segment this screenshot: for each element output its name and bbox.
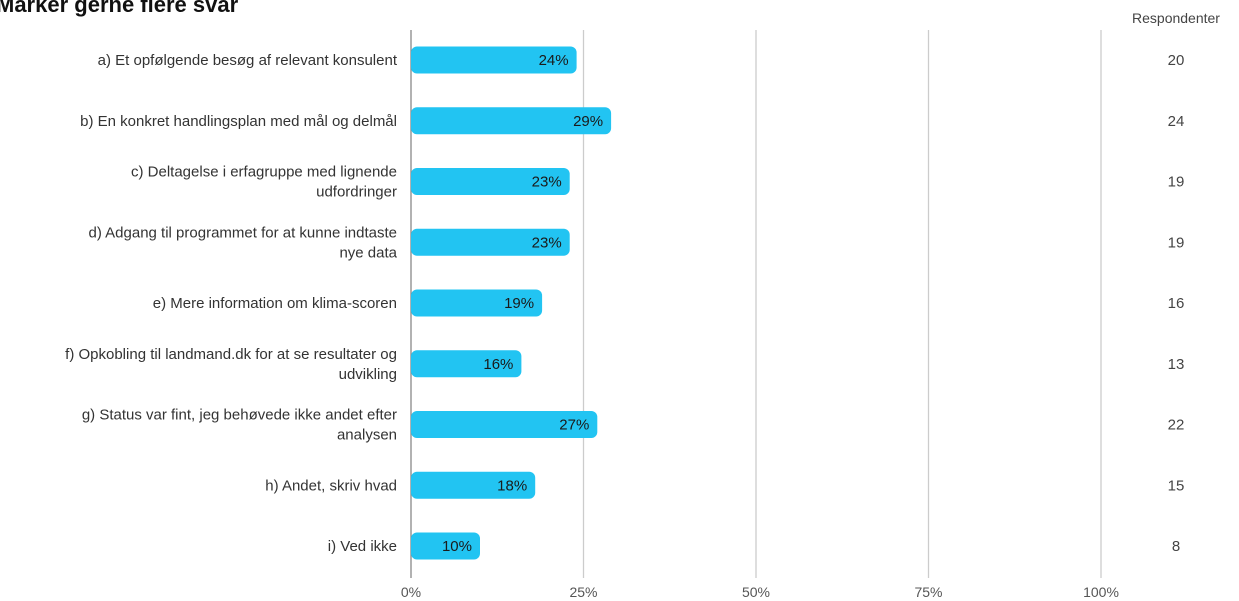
category-label-line: b) En konkret handlingsplan med mål og d… [80,113,397,130]
bar [411,350,522,378]
bar-value-label: 23% [532,234,562,251]
respondent-count: 19 [1168,174,1185,191]
category-label-line: a) Et opfølgende besøg af relevant konsu… [98,52,398,69]
category-label-line: e) Mere information om klima-scoren [153,295,397,312]
respondent-count: 8 [1172,538,1180,555]
bar-value-label: 24% [539,52,569,69]
bar [411,228,570,256]
category-label: e) Mere information om klima-scoren [153,295,397,312]
bar [411,411,598,438]
category-label-line: h) Andet, skriv hvad [265,477,397,494]
respondent-counts: 20 24 19 19 16 13 22 15 8 [1168,52,1185,555]
bar-value-label: 18% [497,477,527,494]
respondent-count: 19 [1168,234,1185,251]
bars: 24% 29% 23% 23% 19% 16% 27% 18% 10% [411,46,612,560]
category-labels: a) Et opfølgende besøg af relevant konsu… [65,52,398,555]
bar [411,168,570,195]
bar-value-label: 19% [504,295,534,312]
bar-value-label: 29% [573,113,603,130]
category-label: f) Opkobling til landmand.dk for at se r… [65,346,397,383]
respondent-count: 20 [1168,52,1185,69]
category-label-line: i) Ved ikke [328,538,397,555]
chart-title: Marker gerne flere svar [0,0,239,17]
x-tick-label: 50% [742,584,770,600]
bar-value-label: 23% [532,174,562,191]
x-tick-label: 25% [569,584,597,600]
bar-value-label: 16% [483,356,513,373]
category-label-line: udfordringer [316,184,397,201]
bar [411,107,612,135]
category-label: h) Andet, skriv hvad [265,477,397,494]
respondent-count: 13 [1168,356,1185,373]
category-label: a) Et opfølgende besøg af relevant konsu… [98,52,398,69]
x-tick-label: 75% [914,584,942,600]
category-label: g) Status var fint, jeg behøvede ikke an… [82,407,397,444]
category-label: b) En konkret handlingsplan med mål og d… [80,113,397,130]
category-label-line: g) Status var fint, jeg behøvede ikke an… [82,407,397,424]
category-label-line: udvikling [339,366,397,383]
category-label: c) Deltagelse i erfagruppe med lignende u… [131,164,397,201]
respondent-count: 16 [1168,295,1185,312]
x-axis-ticks: 0% 25% 50% 75% 100% [401,584,1119,600]
category-label: d) Adgang til programmet for at kunne in… [88,224,397,261]
bar [411,471,536,499]
respondent-count: 15 [1168,477,1185,494]
category-label-line: f) Opkobling til landmand.dk for at se r… [65,346,397,363]
bar [411,289,543,317]
respondent-count: 22 [1168,417,1185,434]
category-label: i) Ved ikke [328,538,397,555]
respondent-count: 24 [1168,113,1185,130]
x-tick-label: 0% [401,584,421,600]
x-tick-label: 100% [1083,584,1119,600]
bar-value-label: 10% [442,538,472,555]
respondents-header: Respondenter [1132,10,1220,26]
category-label-line: nye data [339,244,397,261]
category-label-line: c) Deltagelse i erfagruppe med lignende [131,164,397,181]
category-label-line: analysen [337,427,397,444]
bar [411,46,577,74]
bar-value-label: 27% [559,417,589,434]
bar [411,532,480,560]
category-label-line: d) Adgang til programmet for at kunne in… [88,224,397,241]
